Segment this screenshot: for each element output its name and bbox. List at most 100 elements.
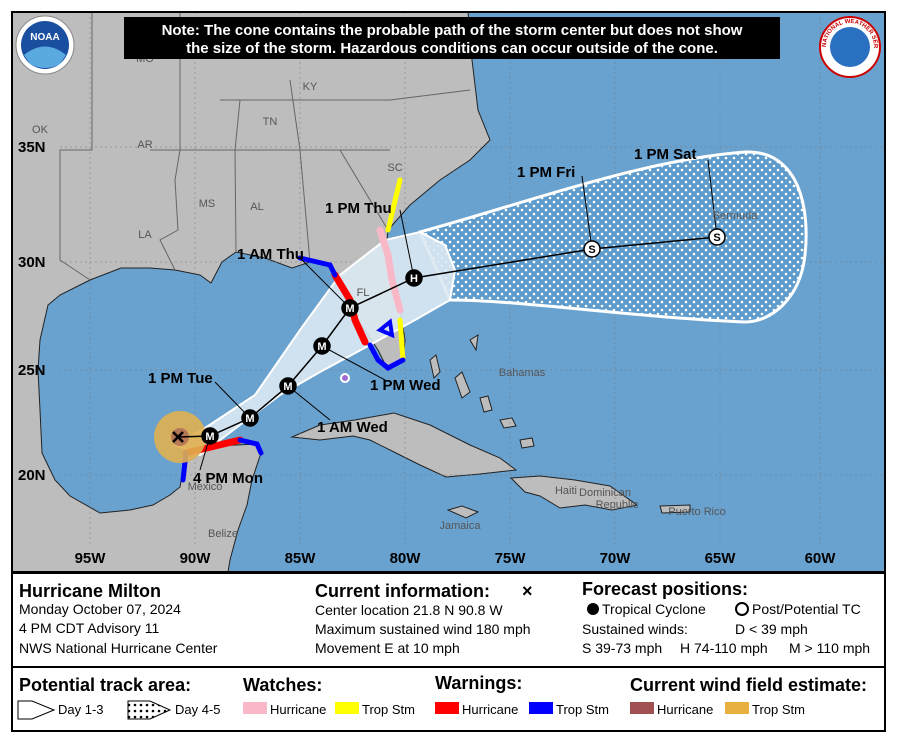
map-shape bbox=[376, 226, 404, 314]
info-panel: Hurricane Milton Monday October 07, 2024… bbox=[11, 572, 886, 732]
point-label: 1 AM Wed bbox=[317, 419, 388, 436]
current-position bbox=[172, 431, 184, 443]
place-label: Jamaica bbox=[440, 520, 482, 532]
map-shape bbox=[297, 255, 338, 278]
point-label: 1 PM Sat bbox=[634, 146, 697, 163]
land-bahamas bbox=[429, 334, 535, 449]
axis-labels: 35N 30N 25N 20N 95W 90W 85W 80W 75W 70W 65W 60W bbox=[18, 139, 836, 567]
leader-line bbox=[321, 345, 386, 381]
watch-ts-label: Trop Stm bbox=[362, 702, 415, 717]
note-box bbox=[124, 17, 780, 59]
forecast-point bbox=[241, 409, 259, 427]
movement: Movement E at 10 mph bbox=[315, 640, 460, 656]
lon-label: 80W bbox=[390, 550, 422, 567]
day45-label: Day 4-5 bbox=[175, 702, 221, 717]
point-symbol: M bbox=[205, 431, 214, 443]
place-label: Dominican bbox=[579, 487, 631, 499]
land-cuba bbox=[290, 412, 518, 478]
tc-symbol bbox=[587, 603, 599, 615]
forecast-point bbox=[279, 377, 297, 395]
forecast-point bbox=[405, 269, 423, 287]
point-label: 4 PM Mon bbox=[193, 470, 263, 487]
leader-line bbox=[287, 385, 331, 421]
lat-label: 25N bbox=[18, 362, 46, 379]
map: M 4 PM Mon M 1 PM Tue M 1 AM Wed M 1 PM Wed M 1 A… bbox=[0, 0, 886, 573]
forecast-point bbox=[583, 240, 601, 258]
place-label: LA bbox=[138, 229, 152, 241]
wind-hu-swatch bbox=[630, 702, 654, 714]
point-label: 1 PM Tue bbox=[148, 370, 213, 387]
state-borders bbox=[59, 12, 471, 281]
day13-swatch bbox=[17, 700, 56, 720]
location: Center location 21.8 N 90.8 W bbox=[315, 602, 503, 618]
point-label: 1 PM Thu bbox=[325, 200, 392, 217]
point-symbol: S bbox=[713, 232, 720, 244]
s-class: S 39-73 mph bbox=[582, 640, 662, 656]
place-label: AR bbox=[137, 139, 152, 151]
map-shape bbox=[24, 46, 66, 68]
lon-label: 75W bbox=[495, 550, 527, 567]
map-shape bbox=[385, 177, 403, 233]
point-symbol: M bbox=[317, 341, 326, 353]
lat-label: 35N bbox=[18, 139, 46, 156]
lat-label: 30N bbox=[18, 254, 46, 271]
leader-line bbox=[399, 209, 415, 279]
forecast-points: M 4 PM Mon M 1 PM Tue M 1 AM Wed M 1 PM Wed M 1 A… bbox=[148, 146, 726, 487]
lon-label: 60W bbox=[805, 550, 837, 567]
point-symbol: M bbox=[283, 381, 292, 393]
place-label: Bermuda bbox=[713, 210, 759, 222]
point-label: 1 AM Thu bbox=[237, 246, 304, 263]
h-class: H 74-110 mph bbox=[680, 640, 768, 656]
current-title: Current information: bbox=[315, 581, 490, 601]
map-shape bbox=[59, 12, 471, 281]
wind-title: Current wind field estimate: bbox=[630, 675, 867, 695]
warn-ts-label: Trop Stm bbox=[556, 702, 609, 717]
ptc-symbol bbox=[735, 602, 749, 616]
wind: Maximum sustained wind 180 mph bbox=[315, 621, 531, 637]
watch-hu-swatch bbox=[243, 702, 267, 714]
lon-label: 90W bbox=[180, 550, 212, 567]
place-label: TN bbox=[263, 116, 278, 128]
forecast-title: Forecast positions: bbox=[582, 579, 748, 599]
disturbance bbox=[340, 373, 350, 383]
place-label: Bahamas bbox=[499, 367, 546, 379]
leader-line bbox=[707, 159, 718, 238]
lon-label: 85W bbox=[285, 550, 317, 567]
map-shape bbox=[376, 318, 395, 339]
land-puerto-rico bbox=[659, 504, 691, 514]
wind-ts-label: Trop Stm bbox=[752, 702, 805, 717]
current-symbol: × bbox=[522, 581, 533, 601]
warn-hu-swatch bbox=[435, 702, 459, 714]
leader-line bbox=[581, 175, 593, 250]
map-shape bbox=[397, 317, 406, 363]
land-jamaica bbox=[446, 505, 480, 519]
forecast-point bbox=[708, 228, 726, 246]
warn-ts-swatch bbox=[529, 702, 553, 714]
place-label: OK bbox=[32, 124, 49, 136]
place-labels: MOKYTNOKARSCMSALLAFLBahamasBermudaHaitiD… bbox=[32, 53, 758, 540]
noaa-text: NOAA bbox=[30, 32, 59, 43]
point-label: 1 PM Fri bbox=[517, 164, 575, 181]
lon-label: 65W bbox=[705, 550, 737, 567]
leader-line bbox=[299, 257, 351, 309]
place-label: FL bbox=[357, 287, 370, 299]
map-shape bbox=[367, 342, 406, 371]
lat-label: 20N bbox=[18, 467, 46, 484]
day13-label: Day 1-3 bbox=[58, 702, 104, 717]
place-label: SC bbox=[387, 162, 402, 174]
lon-label: 95W bbox=[75, 550, 107, 567]
center: NWS National Hurricane Center bbox=[19, 640, 218, 656]
watch-hu-label: Hurricane bbox=[270, 702, 326, 717]
forecast-point bbox=[313, 337, 331, 355]
watch-ts-swatch bbox=[335, 702, 359, 714]
storm-name: Hurricane Milton bbox=[19, 581, 161, 601]
place-label: Haiti bbox=[555, 485, 577, 497]
track-title: Potential track area: bbox=[19, 675, 191, 695]
watches-title: Watches: bbox=[243, 675, 322, 695]
place-label: Mexico bbox=[188, 481, 223, 493]
m-class: M > 110 mph bbox=[789, 640, 870, 656]
nws-logo-inner bbox=[830, 27, 870, 67]
point-symbol: M bbox=[245, 413, 254, 425]
